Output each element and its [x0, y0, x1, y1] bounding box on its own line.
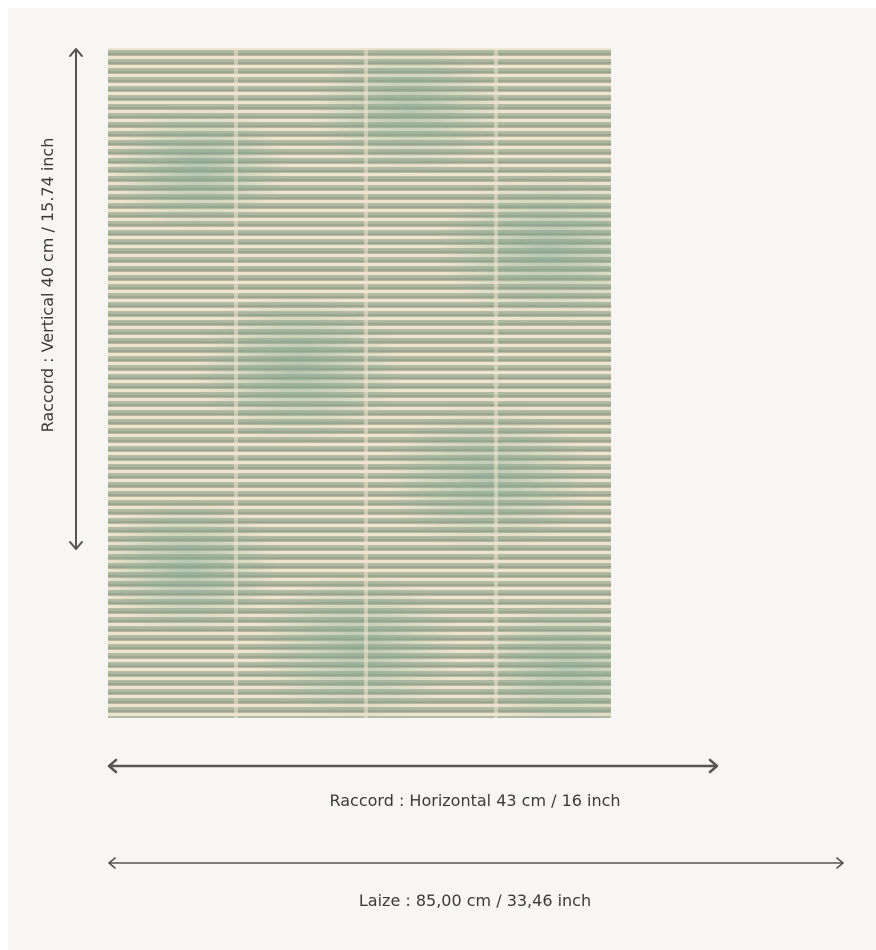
horizontal-repeat-label: Raccord : Horizontal 43 cm / 16 inch: [329, 791, 621, 810]
vertical-repeat-label: Raccord : Vertical 40 cm / 15.74 inch: [38, 137, 57, 433]
wallpaper-pattern-swatch: [108, 48, 611, 718]
vertical-repeat-arrow-icon: [69, 48, 83, 550]
width-arrow-icon: [108, 857, 844, 869]
pattern-panel-seams: [108, 48, 611, 718]
width-label: Laize : 85,00 cm / 33,46 inch: [358, 891, 592, 910]
horizontal-repeat-arrow-icon: [107, 758, 719, 774]
